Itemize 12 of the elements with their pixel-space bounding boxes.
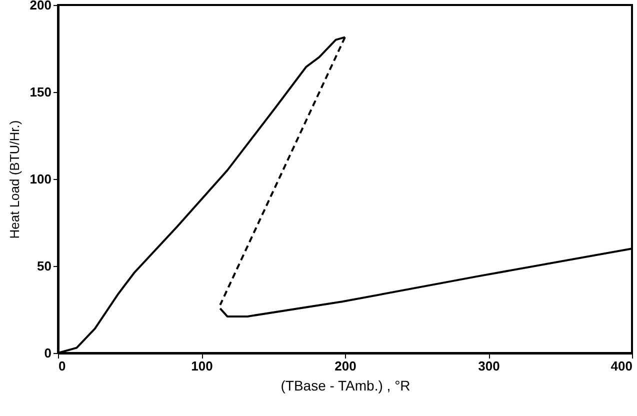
y-tick-label: 200 [30, 0, 52, 12]
y-tick-label: 0 [44, 346, 52, 360]
x-axis-title: (TBase - TAmb.) , °R [280, 378, 410, 394]
x-tick-label: 300 [478, 358, 500, 374]
x-tick-label: 0 [58, 358, 66, 374]
x-tick-label: 400 [610, 358, 632, 374]
y-tick-label: 150 [30, 84, 52, 100]
x-tick-label: 200 [334, 358, 356, 374]
x-tick-label: 100 [191, 358, 213, 374]
y-tick-label: 50 [37, 258, 52, 274]
y-tick-label: 100 [30, 172, 52, 186]
y-axis-title: Heat Load (BTU/Hr.) [6, 120, 22, 239]
